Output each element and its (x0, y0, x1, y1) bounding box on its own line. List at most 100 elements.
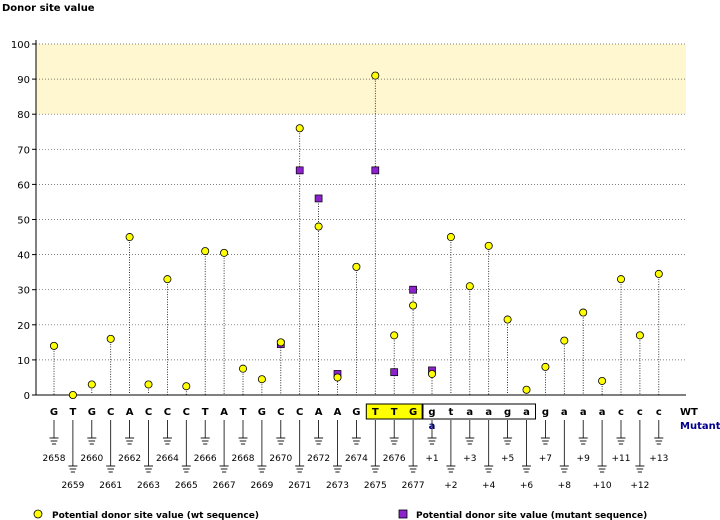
wt-marker (68, 390, 77, 399)
position-label: +3 (463, 454, 476, 464)
wt-marker (560, 336, 569, 345)
legend-wt-label: Potential donor site value (wt sequence) (52, 511, 259, 520)
wt-marker (125, 233, 134, 242)
wt-marker (333, 373, 342, 382)
wt-marker (257, 375, 266, 384)
position-label: 2665 (175, 481, 198, 491)
wt-marker (106, 334, 115, 343)
wt-marker (295, 124, 304, 133)
y-tick-label: 60 (17, 180, 30, 191)
position-label: 2671 (288, 481, 311, 491)
wt-marker (409, 301, 418, 310)
wt-marker (541, 362, 550, 371)
wt-marker (446, 233, 455, 242)
wt-marker (465, 282, 474, 291)
wt-base-letter: C (107, 407, 114, 418)
wt-marker (352, 262, 361, 271)
wt-marker (390, 331, 399, 340)
wt-base-letter: A (126, 407, 134, 418)
position-label: 2661 (99, 481, 122, 491)
position-label: 2677 (402, 481, 425, 491)
y-tick-label: 0 (24, 391, 30, 402)
position-label: +8 (558, 481, 572, 491)
y-tick-label: 100 (11, 40, 30, 51)
y-tick-label: 20 (17, 321, 30, 332)
position-label: 2664 (156, 454, 179, 464)
position-label: +4 (482, 481, 496, 491)
position-label: +6 (520, 481, 534, 491)
wt-base-letter: c (656, 407, 662, 418)
wt-base-letter: C (164, 407, 171, 418)
y-tick-label: 50 (17, 216, 30, 227)
position-label: 2662 (118, 454, 141, 464)
wt-marker (598, 376, 607, 385)
wt-marker (238, 364, 247, 373)
wt-row-label: WT (680, 407, 698, 418)
wt-marker (87, 380, 96, 389)
position-label: 2673 (326, 481, 349, 491)
wt-base-letter: G (258, 407, 266, 418)
wt-base-letter: G (352, 407, 360, 418)
wt-base-letter: C (277, 407, 284, 418)
position-label: +2 (444, 481, 457, 491)
wt-marker (220, 248, 229, 257)
wt-base-letter: T (240, 407, 247, 418)
wt-base-letter: g (542, 407, 549, 418)
wt-marker (484, 241, 493, 250)
wt-base-letter: T (391, 407, 398, 418)
wt-marker (427, 369, 436, 378)
position-label: 2659 (61, 481, 84, 491)
wt-base-letter: T (69, 407, 76, 418)
wt-base-letter: C (183, 407, 190, 418)
legend-mutant-marker-icon (398, 509, 408, 519)
position-label: 2670 (269, 454, 292, 464)
wt-base-letter: C (296, 407, 303, 418)
position-label: 2675 (364, 481, 387, 491)
wt-marker (144, 380, 153, 389)
wt-base-letter: a (485, 407, 492, 418)
position-label: 2666 (194, 454, 217, 464)
wt-base-letter: t (449, 407, 454, 418)
wt-base-letter: g (428, 407, 435, 418)
wt-base-letter: A (315, 407, 323, 418)
position-label: +11 (612, 454, 631, 464)
wt-marker (314, 222, 323, 231)
mutant-marker (314, 194, 323, 203)
position-label: +12 (630, 481, 649, 491)
wt-base-letter: A (334, 407, 342, 418)
wt-base-letter: a (523, 407, 530, 418)
mutant-marker (295, 166, 304, 175)
wt-base-letter: g (504, 407, 511, 418)
y-axis-label: Donor site value (2, 3, 95, 14)
position-label: +10 (593, 481, 612, 491)
wt-marker (617, 275, 626, 284)
wt-base-letter: A (220, 407, 228, 418)
position-label: 2663 (137, 481, 160, 491)
mutant-marker (371, 166, 380, 175)
wt-marker (50, 341, 59, 350)
y-tick-label: 30 (17, 286, 30, 297)
wt-base-letter: G (409, 407, 417, 418)
legend-mutant-label: Potential donor site value (mutant seque… (416, 511, 647, 520)
wt-base-letter: a (466, 407, 473, 418)
position-label: +9 (577, 454, 591, 464)
mutant-marker (409, 285, 417, 294)
wt-marker (503, 315, 512, 324)
wt-base-letter: T (372, 407, 379, 418)
position-label: 2667 (213, 481, 236, 491)
position-label: 2668 (232, 454, 255, 464)
wt-base-letter: a (580, 407, 587, 418)
wt-base-letter: T (202, 407, 209, 418)
y-tick-label: 10 (17, 356, 30, 367)
wt-marker (163, 275, 172, 284)
position-label: +7 (539, 454, 552, 464)
wt-marker (182, 382, 191, 391)
wt-marker (635, 331, 644, 340)
wt-marker (201, 247, 210, 256)
y-tick-label: 70 (17, 145, 30, 156)
position-label: +1 (425, 454, 438, 464)
wt-base-letter: a (561, 407, 568, 418)
wt-base-letter: a (599, 407, 606, 418)
wt-base-letter: c (637, 407, 643, 418)
